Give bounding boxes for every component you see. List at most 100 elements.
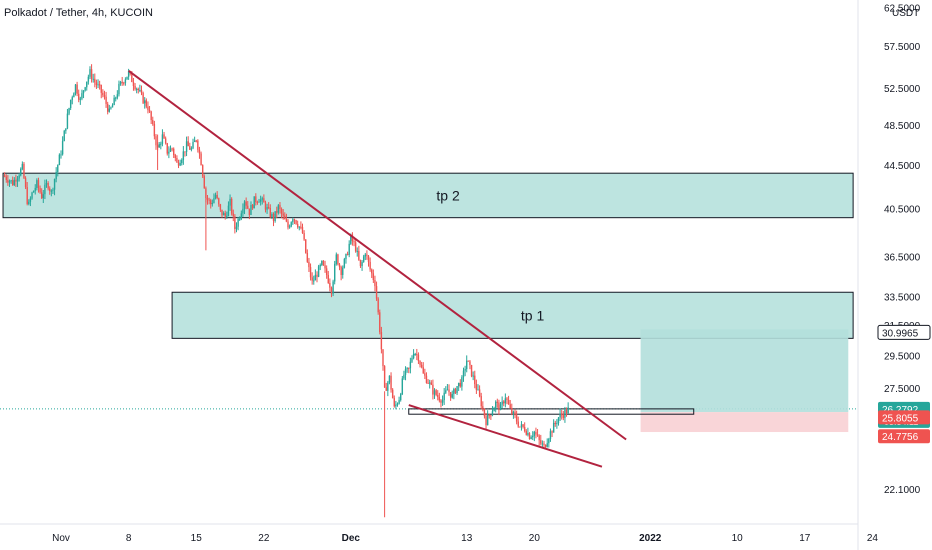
candle-body (337, 254, 339, 265)
zone-box[interactable] (2, 172, 854, 219)
x-tick-label: 24 (867, 533, 879, 544)
candle-body (123, 82, 125, 84)
candle-body (126, 76, 128, 80)
candle-body (269, 207, 271, 217)
candle-body (346, 253, 349, 255)
candle-body (369, 261, 371, 270)
candle-body (57, 165, 59, 172)
candle-body (404, 368, 407, 375)
candle-body (324, 265, 326, 269)
candle-body (239, 218, 241, 220)
candle-body (330, 287, 333, 294)
candle-body (237, 218, 239, 227)
candle-body (94, 78, 96, 83)
candle-body (50, 190, 53, 192)
candle-body (171, 148, 173, 150)
candle-body (145, 100, 148, 107)
candle-body (135, 88, 138, 90)
candle-body (95, 82, 98, 86)
candle-body (445, 390, 447, 393)
candle-body (118, 83, 120, 95)
candle-body (477, 389, 479, 391)
candle-body (158, 144, 160, 148)
candle-body (317, 266, 320, 277)
stop-area[interactable] (640, 412, 849, 433)
candle-body (89, 69, 91, 77)
candle-body (20, 168, 22, 176)
candle-body (15, 179, 17, 182)
candle-body (195, 140, 197, 142)
candle-body (108, 108, 110, 112)
candle-body (271, 214, 273, 217)
candle-body (340, 266, 342, 275)
candle-body (493, 407, 495, 412)
candle-body (84, 87, 86, 91)
candle-body (284, 215, 286, 220)
y-tick-label: 36.5000 (884, 253, 921, 264)
y-tick-label: 44.5000 (884, 161, 921, 172)
candle-body (116, 94, 119, 98)
candle-body (511, 408, 513, 414)
candle-body (34, 187, 36, 191)
candle-body (457, 382, 460, 387)
candle-body (319, 264, 321, 267)
candle-body (203, 176, 205, 189)
candle-body (543, 443, 545, 445)
candle-body (335, 254, 338, 265)
entry-box[interactable] (408, 408, 695, 415)
candle-body (422, 367, 424, 374)
candle-body (453, 389, 455, 395)
candle-body (222, 213, 225, 216)
candle-body (525, 431, 527, 435)
candle-body (467, 360, 470, 362)
trendline[interactable] (128, 70, 627, 441)
candle-body (472, 375, 474, 377)
candle-body (256, 202, 259, 204)
candle-body (134, 86, 136, 90)
candle-body (519, 426, 521, 428)
candle-body (295, 220, 297, 224)
candle-body (380, 332, 383, 350)
candle-body (358, 250, 360, 260)
candle-body (379, 312, 381, 333)
long-position-tool[interactable] (408, 329, 849, 433)
candle-body (166, 143, 168, 154)
trendline[interactable] (408, 404, 603, 468)
candle-body (69, 99, 72, 109)
candle-body (182, 151, 185, 160)
candle-body (227, 205, 230, 216)
candle-body (478, 389, 481, 397)
candle-body (280, 209, 283, 214)
candle-body (106, 103, 109, 112)
candle-body (348, 243, 350, 255)
candle-body (430, 382, 432, 385)
candle-body (306, 252, 309, 262)
candle-body (155, 136, 157, 146)
candle-body (115, 97, 117, 99)
price-label-box (877, 324, 931, 340)
candle-body (61, 141, 64, 155)
candle-body (153, 123, 156, 137)
candle-body (406, 367, 408, 369)
candle-body (414, 353, 416, 355)
candle-body (276, 211, 278, 213)
trendlines[interactable] (128, 70, 627, 468)
candle-body (293, 219, 296, 221)
candle-body (298, 226, 300, 228)
candle-body (530, 437, 532, 440)
candle-body (466, 360, 468, 370)
candle-body (44, 184, 46, 195)
candle-body (388, 375, 391, 383)
candle-body (24, 178, 27, 188)
candle-body (416, 353, 418, 355)
candle-body (266, 207, 268, 210)
candle-body (567, 407, 569, 414)
target-area[interactable] (640, 329, 849, 413)
candle-body (432, 384, 434, 395)
take-profit-zones[interactable]: tp 2 tp 1 (2, 172, 854, 339)
candle-body (522, 424, 524, 427)
candle-body (515, 415, 518, 422)
candle-body (163, 134, 165, 139)
candle-body (425, 375, 428, 383)
